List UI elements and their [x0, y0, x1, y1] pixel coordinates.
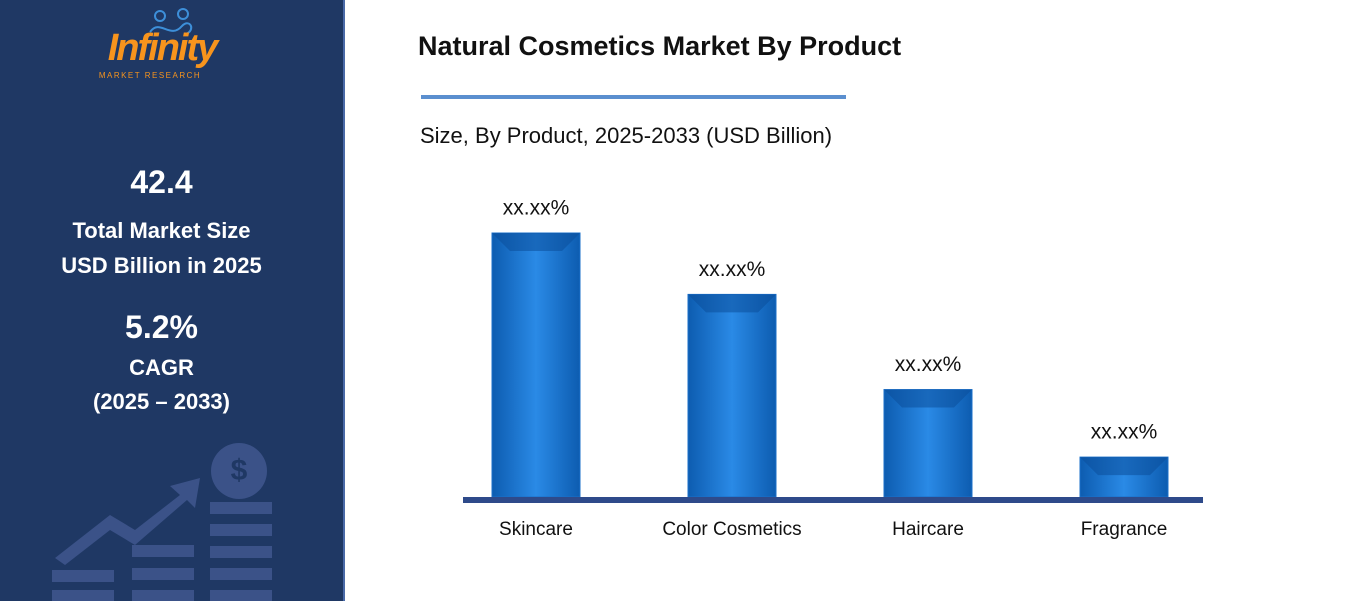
market-size-label: USD Billion in 2025: [61, 253, 262, 278]
x-tick-label: Skincare: [499, 519, 573, 540]
bar-bevel: [884, 389, 972, 408]
sidebar-art: Infinity MARKET RESEARCH $: [52, 8, 272, 601]
bar-bevel: [1080, 457, 1168, 476]
x-tick-label: Color Cosmetics: [662, 519, 801, 540]
logo-name: Infinity: [108, 27, 220, 69]
logo-icon: [149, 8, 193, 35]
cagr-value: 5.2%: [125, 309, 198, 345]
cagr-period: (2025 – 2033): [93, 389, 230, 414]
cagr-label: CAGR: [129, 355, 194, 380]
chart: Natural Cosmetics Market By Product Size…: [418, 31, 1203, 540]
x-tick-label: Fragrance: [1081, 519, 1168, 540]
sidebar: Infinity MARKET RESEARCH $ 42.4 Total Ma…: [0, 0, 345, 601]
chart-subtitle: Size, By Product, 2025-2033 (USD Billion…: [420, 123, 832, 148]
bar: [491, 232, 581, 498]
x-tick-label: Haircare: [892, 519, 964, 540]
bar-bevel: [492, 233, 580, 251]
value-label: xx.xx%: [1091, 421, 1158, 444]
value-label: xx.xx%: [895, 353, 962, 376]
market-size-value: 42.4: [130, 164, 193, 200]
market-size-label: Total Market Size: [72, 218, 251, 243]
value-label: xx.xx%: [699, 258, 766, 281]
bar: [687, 293, 777, 498]
chart-title: Natural Cosmetics Market By Product: [418, 31, 901, 61]
decor-icon: [52, 443, 272, 601]
dollar-icon: $: [231, 454, 248, 487]
value-label: xx.xx%: [503, 197, 570, 220]
bar-bevel: [688, 294, 776, 313]
logo-tagline: MARKET RESEARCH: [99, 71, 201, 80]
